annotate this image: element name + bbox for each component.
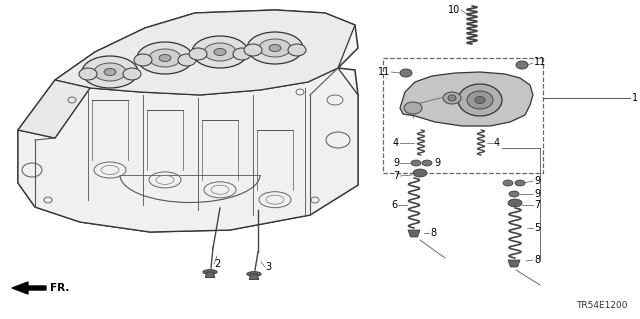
Ellipse shape — [508, 199, 522, 207]
Ellipse shape — [509, 191, 519, 197]
Text: 1: 1 — [632, 93, 638, 103]
Text: 4: 4 — [393, 138, 399, 148]
Text: 10: 10 — [448, 5, 460, 15]
Polygon shape — [18, 80, 90, 138]
Text: 2: 2 — [214, 259, 220, 269]
Text: 8: 8 — [534, 255, 540, 265]
Text: 6: 6 — [391, 200, 397, 210]
Ellipse shape — [149, 49, 181, 67]
Text: 9: 9 — [434, 158, 440, 168]
Ellipse shape — [458, 84, 502, 116]
Ellipse shape — [192, 36, 248, 68]
Ellipse shape — [259, 39, 291, 57]
Text: 4: 4 — [494, 138, 500, 148]
Polygon shape — [408, 230, 420, 237]
Text: 9: 9 — [534, 176, 540, 186]
Ellipse shape — [214, 48, 226, 56]
Ellipse shape — [515, 180, 525, 186]
Ellipse shape — [400, 69, 412, 77]
Text: 3: 3 — [265, 262, 271, 272]
Ellipse shape — [82, 56, 138, 88]
Polygon shape — [55, 10, 355, 95]
Text: 5: 5 — [534, 223, 540, 233]
Ellipse shape — [503, 180, 513, 186]
Ellipse shape — [448, 95, 456, 101]
Ellipse shape — [269, 44, 281, 51]
Ellipse shape — [422, 160, 432, 166]
Ellipse shape — [134, 54, 152, 66]
Ellipse shape — [233, 48, 251, 60]
Ellipse shape — [159, 55, 171, 62]
Ellipse shape — [189, 48, 207, 60]
Polygon shape — [400, 72, 533, 126]
Ellipse shape — [79, 68, 97, 80]
Text: 11: 11 — [378, 67, 390, 77]
Text: TR54E1200: TR54E1200 — [577, 301, 628, 310]
Polygon shape — [508, 260, 520, 267]
Polygon shape — [205, 272, 215, 278]
Text: 7: 7 — [393, 171, 399, 181]
Ellipse shape — [288, 44, 306, 56]
Ellipse shape — [404, 102, 422, 114]
Ellipse shape — [104, 69, 116, 76]
Ellipse shape — [475, 97, 485, 103]
Text: 7: 7 — [534, 200, 540, 210]
Polygon shape — [18, 10, 358, 232]
Ellipse shape — [137, 42, 193, 74]
Ellipse shape — [247, 32, 303, 64]
Text: 11: 11 — [534, 57, 547, 67]
Text: FR.: FR. — [50, 283, 69, 293]
Ellipse shape — [247, 271, 261, 276]
Polygon shape — [12, 282, 46, 294]
Ellipse shape — [244, 44, 262, 56]
Ellipse shape — [413, 169, 427, 177]
Ellipse shape — [204, 43, 236, 61]
Ellipse shape — [178, 54, 196, 66]
Ellipse shape — [94, 63, 126, 81]
Ellipse shape — [516, 61, 528, 69]
Polygon shape — [18, 68, 358, 232]
Ellipse shape — [443, 92, 461, 104]
Text: 9: 9 — [534, 189, 540, 199]
Ellipse shape — [203, 270, 217, 274]
Polygon shape — [249, 274, 259, 279]
Text: 9: 9 — [393, 158, 399, 168]
Ellipse shape — [123, 68, 141, 80]
Ellipse shape — [467, 91, 493, 109]
Ellipse shape — [411, 160, 421, 166]
Text: 8: 8 — [430, 228, 436, 238]
